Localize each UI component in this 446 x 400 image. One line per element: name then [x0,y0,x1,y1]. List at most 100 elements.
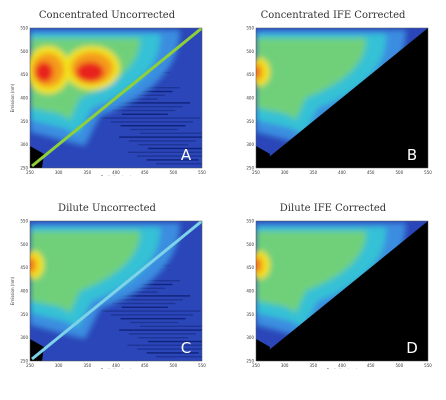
x-tick-label: 550 [198,363,206,368]
x-tick-label: 300 [281,170,289,175]
panel-letter: A [181,146,192,164]
dark-region [30,339,44,361]
noise-streak [130,321,179,324]
x-tick-label: 450 [367,170,375,175]
noise-streak [101,310,201,312]
x-tick-label: 250 [252,170,260,175]
y-tick-label: 250 [246,166,254,171]
masked-region [256,221,428,361]
y-tick-label: 350 [246,312,254,317]
contour-level [76,62,104,82]
y-tick-label: 250 [20,166,28,171]
contour-level [35,62,53,82]
noise-streak [127,344,202,346]
plot-area [256,28,428,168]
y-tick-label: 300 [20,142,28,147]
y-axis-label: Emission (nm) [10,83,15,112]
y-tick-label: 550 [20,26,28,31]
panel-b: Concentrated IFE Corrected 250 300 350 400 4… [230,10,436,176]
y-tick-label: 250 [246,359,254,364]
noise-streak [147,147,202,150]
noise-streak [110,121,193,123]
plot-area [30,28,202,168]
panel-c: Dilute Uncorrected 250 300 350 400 450 500 550… [4,203,210,369]
plot-frame [29,220,203,362]
dark-region [30,146,44,168]
x-axis-label: Excitation (nm) [101,368,132,369]
y-tick-label: 350 [20,312,28,317]
x-tick-label: 450 [141,363,149,368]
x-tick-label: 500 [396,363,404,368]
panel-title: Dilute Uncorrected [58,203,156,214]
x-tick-label: 400 [338,363,346,368]
x-tick-label: 350 [310,170,318,175]
y-tick-label: 550 [246,219,254,224]
plot-frame [29,27,203,169]
x-tick-label: 250 [252,363,260,368]
contour-level [256,63,263,81]
y-tick-label: 450 [20,265,28,270]
noise-streak [119,329,202,331]
masked-region [256,28,428,168]
noise-streak [101,117,201,119]
contour-level [30,260,32,270]
panel-d: Dilute IFE Corrected 250 300 350 400 450 500 5… [230,203,436,369]
noise-streak [156,356,202,358]
noise-streak [138,144,189,146]
y-tick-label: 400 [20,289,28,294]
y-tick-label: 350 [20,119,28,124]
noise-streak [120,318,186,320]
heatmap-svg: 250 300 350 400 450 500 550 550 500 450 400 350 300 2… [246,219,432,370]
x-tick-label: 250 [26,170,34,175]
x-tick-label: 500 [396,170,404,175]
x-tick-label: 400 [112,170,120,175]
noise-streak [120,125,186,127]
heatmap-svg: 250 300 350 400 450 500 550 550 500 450 400 350 300 2… [246,26,432,176]
plot-area [256,221,428,361]
y-axis-label: Emission (nm) [10,276,15,305]
noise-streak [102,299,183,301]
noise-streak [146,352,199,354]
y-tick-label: 500 [20,49,28,54]
y-tick-label: 400 [246,96,254,101]
rayleigh-scatter-line [31,28,202,168]
panel-a: Concentrated Uncorrected 250 300 350 400 450… [4,10,210,176]
noise-streak [102,106,183,108]
noise-streak [119,136,202,138]
y-tick-label: 300 [246,142,254,147]
x-tick-label: 500 [170,363,178,368]
noise-streak [139,325,202,327]
panel-letter: C [181,339,191,357]
x-tick-label: 550 [424,170,432,175]
x-tick-label: 250 [26,363,34,368]
fluorescence-contours [256,223,406,339]
noise-streak [113,98,158,100]
contour-level [256,260,258,270]
y-tick-label: 300 [20,335,28,340]
panel-title: Concentrated Uncorrected [38,10,176,21]
x-tick-label: 300 [55,363,63,368]
noise-streak [156,163,202,165]
contour-level [256,256,263,274]
y-tick-label: 300 [246,335,254,340]
heatmap-svg: 250 300 350 400 450 500 550 550 500 450 400 350 300 2… [10,26,206,177]
noise-streak [128,333,196,335]
y-tick-label: 500 [246,49,254,54]
x-axis-label: Excitation (nm) [101,175,132,176]
contour-level [256,38,367,120]
x-tick-label: 450 [367,363,375,368]
noise-streak [113,291,158,293]
y-tick-label: 400 [20,96,28,101]
y-tick-label: 400 [246,289,254,294]
rayleigh-scatter-line [31,221,202,361]
y-tick-label: 250 [20,359,28,364]
noise-streak [128,140,196,142]
x-tick-label: 350 [84,170,92,175]
noise-streak [121,306,168,308]
plot-area [30,221,202,361]
noise-streak [138,337,189,339]
y-tick-label: 450 [20,72,28,77]
noise-streak [137,348,202,350]
x-tick-label: 300 [55,170,63,175]
y-tick-label: 350 [246,119,254,124]
